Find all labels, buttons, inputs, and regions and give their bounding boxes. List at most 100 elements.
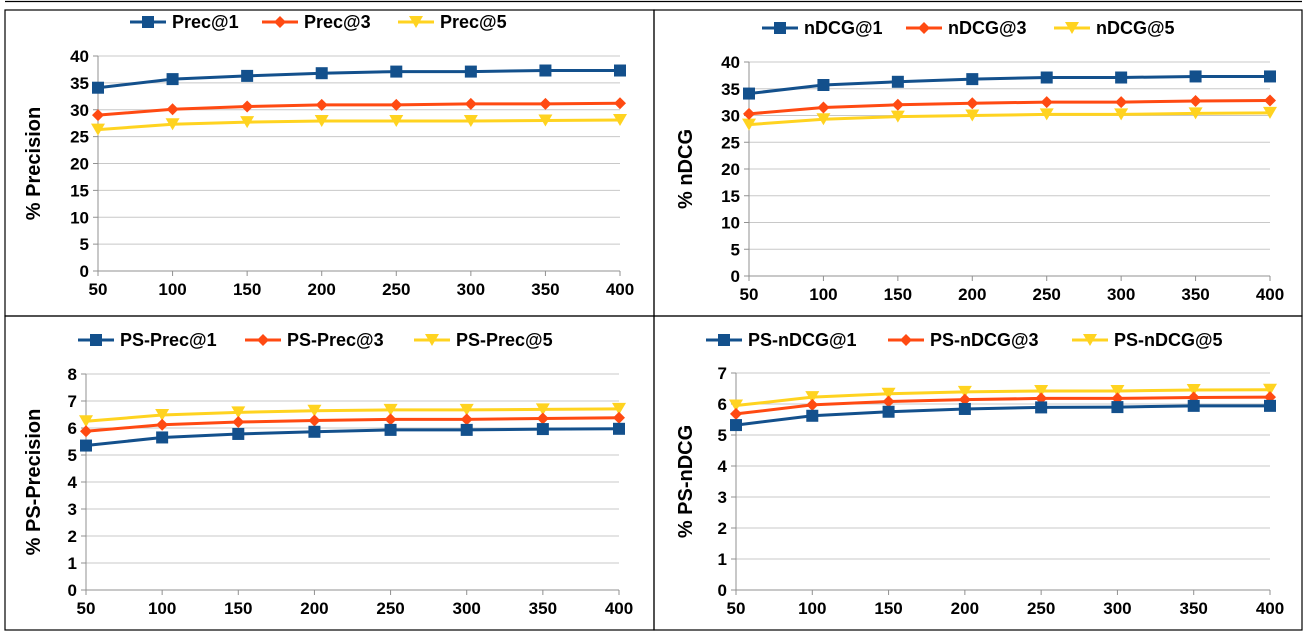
data-point xyxy=(613,422,625,435)
legend-entry: PS-Prec@5 xyxy=(414,330,553,350)
data-point xyxy=(742,118,756,131)
legend-label: PS-Prec@1 xyxy=(120,330,217,350)
data-point xyxy=(806,398,819,411)
legend-label: PS-Prec@3 xyxy=(287,330,384,350)
series-line xyxy=(85,416,620,433)
data-point xyxy=(166,103,179,116)
data-point xyxy=(612,402,626,415)
x-tick-label: 100 xyxy=(809,285,837,304)
data-point xyxy=(1034,384,1049,397)
x-tick-label: 150 xyxy=(233,280,261,299)
y-tick-label: 4 xyxy=(68,473,78,492)
data-point xyxy=(156,431,169,444)
y-tick-label: 6 xyxy=(68,419,77,438)
data-point xyxy=(882,395,895,408)
series-line xyxy=(735,388,1271,408)
data-point xyxy=(92,81,104,94)
data-point xyxy=(315,67,328,80)
x-tick-label: 250 xyxy=(382,280,410,299)
series-2 xyxy=(80,411,625,438)
series-line xyxy=(735,395,1271,416)
y-tick-label: 35 xyxy=(721,80,740,99)
legend-entry: PS-Prec@3 xyxy=(245,330,384,350)
data-point xyxy=(308,414,321,427)
legend-label: nDCG@1 xyxy=(804,18,883,38)
data-point xyxy=(806,409,819,422)
x-tick-label: 300 xyxy=(453,599,481,618)
legend-marker xyxy=(718,334,730,346)
x-tick-label: 400 xyxy=(1256,285,1284,304)
chart-panel-ndcg: 0 5 10 15 20 25 30 35 40 50 100 150 200 250 300 350 400%… xyxy=(675,18,1284,304)
x-tick-label: 250 xyxy=(1027,599,1055,618)
series-line xyxy=(85,427,620,448)
data-point xyxy=(315,98,328,111)
y-tick-label: 20 xyxy=(721,160,740,179)
y-tick-label: 2 xyxy=(718,519,727,538)
data-point xyxy=(308,425,321,438)
y-tick-label: 4 xyxy=(718,457,728,476)
legend-marker xyxy=(90,334,102,346)
data-point xyxy=(1189,95,1202,108)
series-line xyxy=(735,404,1270,427)
data-point xyxy=(1039,108,1054,121)
y-tick-label: 1 xyxy=(68,554,77,573)
series-1 xyxy=(743,70,1276,100)
data-point xyxy=(156,418,169,431)
data-point xyxy=(729,399,743,412)
y-tick-label: 8 xyxy=(68,365,77,384)
y-tick-label: 2 xyxy=(68,527,77,546)
data-point xyxy=(1264,70,1276,83)
legend-marker xyxy=(425,334,439,346)
data-point xyxy=(891,75,904,88)
y-tick-label: 5 xyxy=(68,446,77,465)
series-line xyxy=(97,69,620,90)
data-point xyxy=(1040,71,1053,84)
series-2 xyxy=(743,94,1276,120)
legend-marker xyxy=(774,22,786,34)
x-tick-label: 300 xyxy=(457,280,485,299)
y-tick-label: 0 xyxy=(718,581,727,600)
y-tick-label: 10 xyxy=(721,214,740,233)
data-point xyxy=(232,416,245,429)
data-point xyxy=(1263,106,1277,119)
data-point xyxy=(155,409,170,422)
x-tick-label: 150 xyxy=(874,599,902,618)
data-point xyxy=(460,423,473,436)
data-point xyxy=(1263,383,1277,396)
data-point xyxy=(390,65,403,78)
y-tick-label: 5 xyxy=(731,240,740,259)
series-3 xyxy=(742,106,1277,131)
data-point xyxy=(966,97,979,110)
data-point xyxy=(240,116,255,129)
data-point xyxy=(817,79,830,92)
y-tick-label: 3 xyxy=(718,488,727,507)
data-point xyxy=(1189,70,1202,83)
data-point xyxy=(91,123,105,136)
y-tick-label: 30 xyxy=(70,101,89,120)
legend-entry: PS-nDCG@1 xyxy=(706,330,857,350)
y-tick-label: 30 xyxy=(721,107,740,126)
data-point xyxy=(464,97,477,110)
series-1 xyxy=(730,399,1276,432)
legend-label: Prec@3 xyxy=(304,12,371,32)
data-point xyxy=(538,114,553,127)
chart-panel-ps-precision: 0 1 2 3 4 5 6 7 8 50 100 150 200 250 300 350 400 % PS-Pre… xyxy=(23,330,633,618)
legend-label: PS-nDCG@3 xyxy=(930,330,1039,350)
chart-panel-precision: 0 5 10 15 20 25 30 35 40 50 100 150 200 250 300 350 400%… xyxy=(23,12,634,299)
y-tick-label: 40 xyxy=(70,47,89,66)
data-point xyxy=(241,69,254,82)
data-point xyxy=(307,404,322,417)
data-point xyxy=(1264,399,1276,412)
data-point xyxy=(881,387,896,400)
x-tick-label: 350 xyxy=(1180,599,1208,618)
legend-label: PS-nDCG@5 xyxy=(1114,330,1223,350)
data-point xyxy=(92,109,104,122)
data-point xyxy=(891,98,904,111)
y-tick-label: 15 xyxy=(721,187,740,206)
x-tick-label: 200 xyxy=(958,285,986,304)
y-axis-title: % nDCG xyxy=(675,129,697,209)
data-point xyxy=(535,403,550,416)
legend-label: Prec@5 xyxy=(440,12,507,32)
data-point xyxy=(730,407,742,420)
